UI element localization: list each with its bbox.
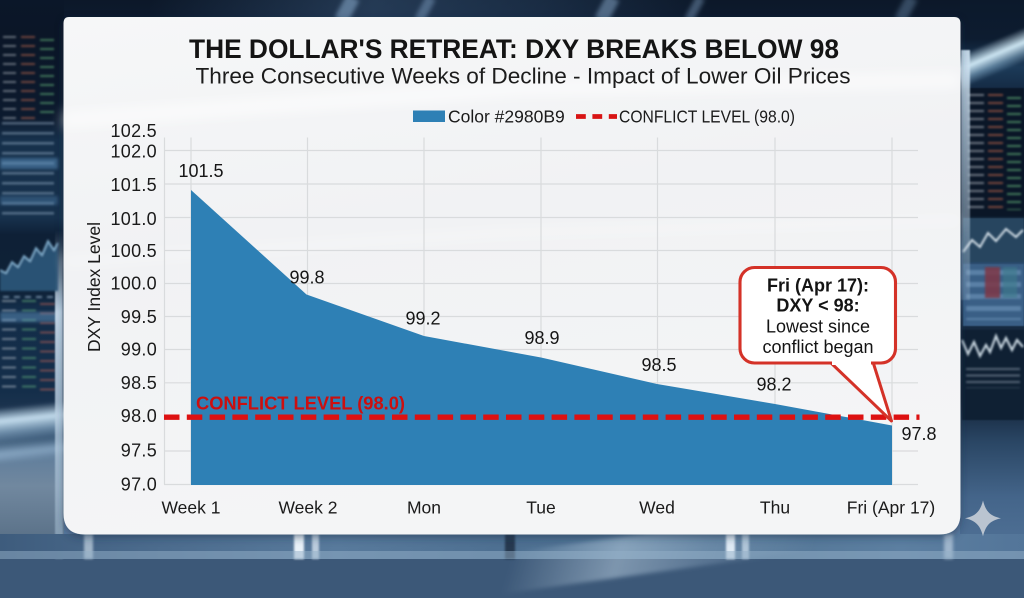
svg-text:98.5: 98.5 — [641, 355, 676, 375]
svg-text:98.0: 98.0 — [121, 406, 157, 426]
svg-text:Mon: Mon — [407, 498, 441, 518]
svg-text:Color #2980B9: Color #2980B9 — [448, 107, 565, 127]
svg-text:102.0: 102.0 — [110, 142, 157, 162]
svg-text:99.5: 99.5 — [121, 307, 157, 327]
svg-text:99.2: 99.2 — [405, 309, 440, 329]
svg-text:102.5: 102.5 — [110, 121, 157, 141]
svg-text:Week 1: Week 1 — [161, 498, 220, 518]
svg-text:Week 2: Week 2 — [278, 498, 337, 518]
svg-text:Fri (Apr 17):: Fri (Apr 17): — [767, 276, 869, 296]
svg-text:97.0: 97.0 — [121, 475, 157, 495]
svg-text:Tue: Tue — [526, 498, 556, 518]
svg-text:CONFLICT LEVEL (98.0): CONFLICT LEVEL (98.0) — [196, 394, 405, 414]
svg-text:101.5: 101.5 — [110, 175, 157, 195]
svg-text:Fri (Apr 17): Fri (Apr 17) — [847, 498, 935, 518]
svg-text:THE DOLLAR'S RETREAT: DXY BREA: THE DOLLAR'S RETREAT: DXY BREAKS BELOW 9… — [189, 34, 839, 64]
svg-text:CONFLICT LEVEL (98.0): CONFLICT LEVEL (98.0) — [619, 107, 795, 127]
svg-text:100.5: 100.5 — [110, 241, 157, 261]
svg-text:conflict began: conflict began — [762, 337, 873, 357]
svg-text:99.0: 99.0 — [121, 340, 157, 360]
svg-text:101.5: 101.5 — [178, 161, 223, 181]
svg-text:97.8: 97.8 — [901, 424, 936, 444]
svg-text:97.5: 97.5 — [121, 441, 157, 461]
svg-text:101.0: 101.0 — [110, 209, 157, 229]
svg-text:100.0: 100.0 — [110, 274, 157, 294]
svg-text:Wed: Wed — [639, 498, 675, 518]
svg-text:99.8: 99.8 — [289, 268, 324, 288]
svg-text:98.2: 98.2 — [756, 375, 791, 395]
svg-text:Lowest since: Lowest since — [766, 317, 870, 337]
svg-text:DXY < 98:: DXY < 98: — [776, 296, 859, 316]
svg-text:98.5: 98.5 — [121, 373, 157, 393]
svg-text:Three Consecutive Weeks of Dec: Three Consecutive Weeks of Decline - Imp… — [195, 64, 850, 89]
svg-text:98.9: 98.9 — [524, 328, 559, 348]
svg-text:Thu: Thu — [760, 498, 790, 518]
svg-text:DXY Index Level: DXY Index Level — [84, 222, 104, 352]
